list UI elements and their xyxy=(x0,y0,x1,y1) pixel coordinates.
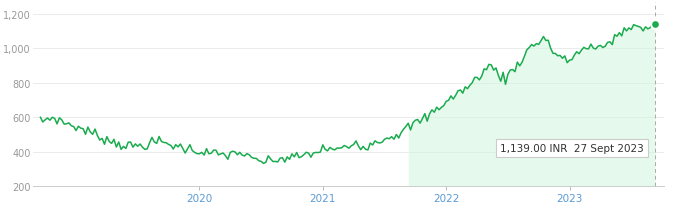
Text: 1,139.00 INR  27 Sept 2023: 1,139.00 INR 27 Sept 2023 xyxy=(500,143,644,153)
Point xyxy=(649,24,660,27)
